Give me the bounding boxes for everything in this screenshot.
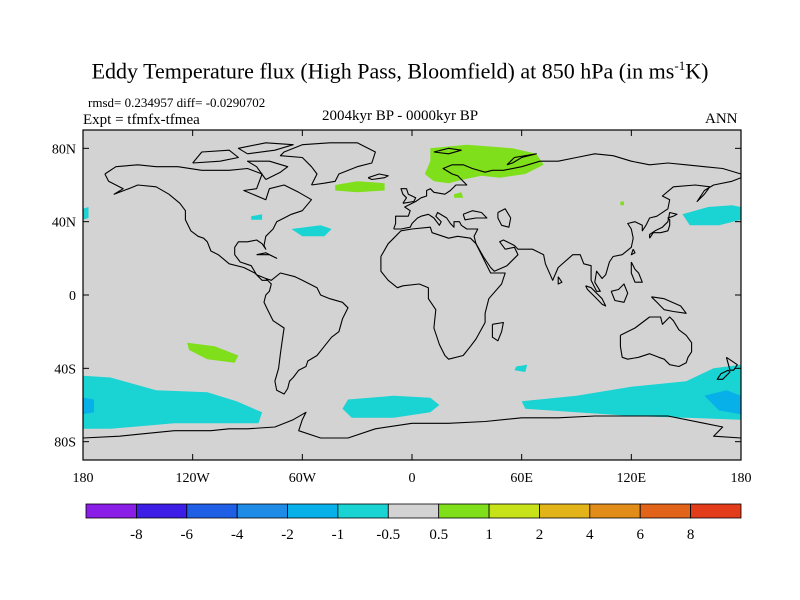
x-tick-label: 120E <box>617 471 647 486</box>
coast-ellesmere <box>237 142 294 155</box>
colorbar-swatch <box>438 503 490 519</box>
y-tick-label: 0 <box>69 289 76 304</box>
north-atlantic-positive <box>335 181 385 193</box>
colorbar-label: 1 <box>485 527 493 543</box>
colorbar-label: -1 <box>332 527 345 543</box>
coast-japan <box>649 211 678 239</box>
coast-madagascar <box>491 321 504 342</box>
y-tick-label: 80S <box>54 436 76 451</box>
x-tick-label: 60E <box>510 471 533 486</box>
east-europe-positive <box>454 192 464 198</box>
y-tick-label: 80N <box>52 142 76 157</box>
colorbar-label: 2 <box>536 527 544 543</box>
y-tick-label: 40S <box>54 362 76 377</box>
colorbar-swatch <box>589 503 641 519</box>
coast-svalbard <box>433 147 462 155</box>
great-lakes-negative <box>251 214 263 220</box>
coast-iceland <box>367 173 389 181</box>
colorbar-swatch <box>135 503 188 519</box>
coast-new-zealand-south <box>716 369 731 380</box>
southern-ocean-atlantic-negative <box>342 395 440 418</box>
title-text: Eddy Temperature flux (High Pass, Bloomf… <box>91 58 675 84</box>
coast-borneo <box>610 283 629 303</box>
coast-caspian <box>497 208 512 228</box>
colorbar-label: -4 <box>231 527 244 543</box>
colorbar-swatch <box>488 503 540 519</box>
siberia-positive <box>620 201 624 206</box>
y-tick-label: 40N <box>52 216 76 231</box>
chart-title: Eddy Temperature flux (High Pass, Bloomf… <box>0 58 800 84</box>
experiment-label: Expt = tfmfx-tfmea <box>83 112 200 128</box>
coast-uk <box>400 188 417 204</box>
coast-baffin <box>246 160 289 180</box>
title-superscript: -1 <box>674 58 686 73</box>
title-end: K) <box>685 58 709 84</box>
colorbar-label: -8 <box>130 527 143 543</box>
coast-north-america <box>104 164 313 281</box>
colorbar-swatch <box>337 503 389 519</box>
southern-ocean-pacific-negative <box>83 375 263 429</box>
stats-line: rmsd= 0.234957 diff= -0.0290702 <box>88 95 266 110</box>
colorbar-swatch <box>387 503 440 519</box>
south-atlantic-small-negative <box>514 364 528 372</box>
scandinavia-russia-positive <box>424 144 544 184</box>
coast-new-zealand <box>725 356 738 371</box>
coast-cuba <box>256 252 278 259</box>
axis-ticks: 80N 40N 0 40S 80S 180 120W 60W 0 60E 120E 180 <box>52 130 752 486</box>
north-atlantic-negative <box>291 225 332 237</box>
colorbar-swatch <box>690 503 742 519</box>
season-label: ANN <box>705 111 738 127</box>
colorbar-label: 4 <box>586 527 594 543</box>
coast-black-sea <box>462 210 488 221</box>
period-label: 2004kyr BP - 0000kyr BP <box>322 108 479 124</box>
south-pacific-positive <box>187 342 239 363</box>
colorbar-swatch <box>85 503 137 519</box>
x-tick-label: 180 <box>731 471 752 486</box>
coast-europe-asia <box>393 153 742 292</box>
coast-greenland <box>279 142 376 186</box>
coast-australia <box>619 316 693 368</box>
x-tick-label: 0 <box>409 471 416 486</box>
colorbar-swatch <box>639 503 692 519</box>
x-tick-label: 180 <box>73 471 94 486</box>
coastlines <box>82 142 742 439</box>
colorbar-label: 6 <box>636 527 644 543</box>
southern-ocean-indian-negative <box>521 364 741 420</box>
colorbar-swatch <box>186 503 238 519</box>
coast-sumatra <box>585 285 607 307</box>
coast-sri-lanka <box>557 276 563 285</box>
coast-novaya-zemlya <box>506 153 537 166</box>
coast-taiwan <box>630 248 636 256</box>
x-tick-label: 60W <box>289 471 317 486</box>
north-pacific-east-negative <box>682 205 741 226</box>
colorbar-swatch <box>236 503 288 519</box>
coast-africa <box>380 226 506 360</box>
colorbar-label: -6 <box>181 527 194 543</box>
pacific-core-negative <box>83 397 94 415</box>
tasman-core-negative <box>704 390 741 415</box>
colorbar-label: 8 <box>687 527 695 543</box>
colorbar-label: -2 <box>281 527 294 543</box>
coast-philippines <box>630 261 643 283</box>
anomaly-regions <box>83 144 741 429</box>
colorbar-label: -0.5 <box>376 527 400 543</box>
coast-canadian-archipelago <box>192 149 239 164</box>
coast-new-guinea <box>651 296 687 314</box>
colorbar-swatch <box>287 503 339 519</box>
coast-antarctica <box>82 411 742 439</box>
colorbar-swatch <box>539 503 591 519</box>
x-tick-label: 120W <box>176 471 211 486</box>
coast-south-america <box>263 272 349 395</box>
north-pacific-west-negative <box>83 207 89 220</box>
colorbar-label: 0.5 <box>429 527 448 543</box>
colorbar: -8 -6 -4 -2 -1 -0.5 0.5 1 2 4 6 8 <box>85 503 742 543</box>
